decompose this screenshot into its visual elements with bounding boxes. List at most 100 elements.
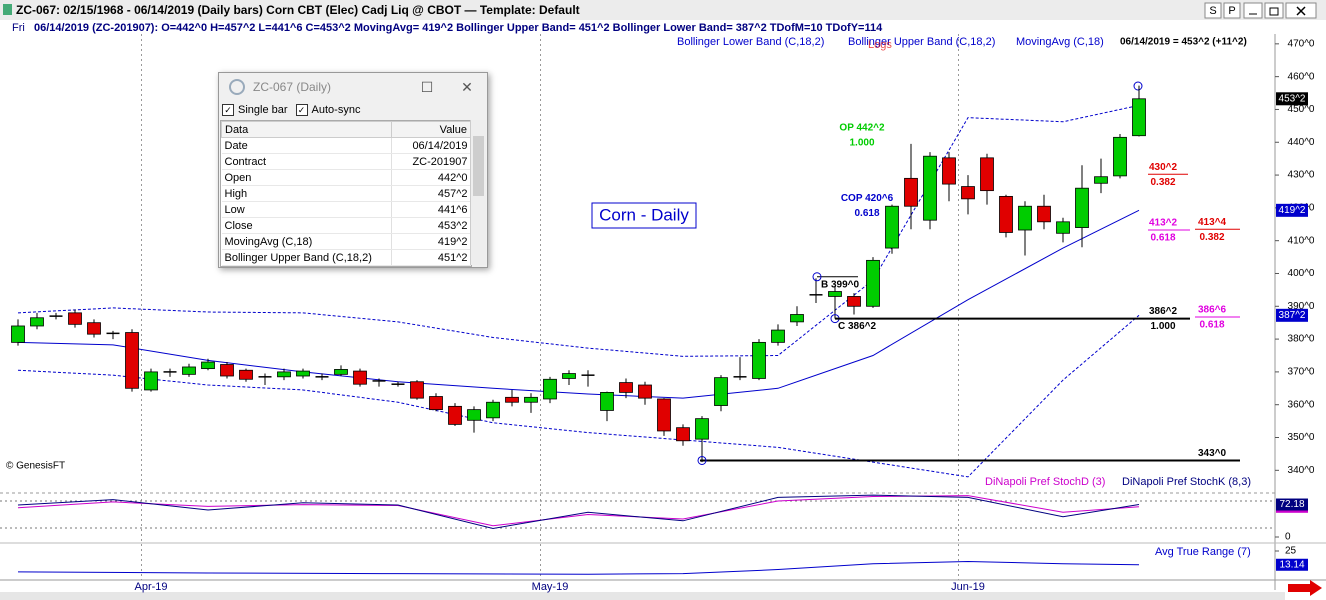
data-window-title-bar: ZC-067 (Daily) ☐ ✕ (219, 73, 487, 101)
row-label: Date (221, 137, 392, 154)
candle-body (714, 377, 728, 406)
level-label: COP 420^6 (841, 193, 894, 204)
value-tag-label: 72.18 (1279, 499, 1304, 510)
data-window[interactable]: ZC-067 (Daily) ☐ ✕ ✓ Single bar ✓ Auto-sync … (218, 72, 488, 268)
row-value: 453^2 (391, 217, 471, 234)
y-tick-label: 430^0 (1288, 170, 1315, 181)
value-tag-label: 13.14 (1279, 559, 1304, 570)
candle-body (410, 381, 424, 399)
data-row: MovingAvg (C,18) 419^2 (221, 233, 471, 250)
price-tag-label: 453^2 (1279, 93, 1306, 104)
restore-button[interactable] (1264, 2, 1284, 19)
y-tick-label: 460^0 (1288, 71, 1315, 82)
chart-title: Corn - Daily (599, 205, 689, 224)
value-tag (1276, 558, 1308, 571)
candle-body (1037, 205, 1051, 223)
checkbox[interactable]: ✓ (222, 104, 234, 116)
row-value: 442^0 (391, 169, 471, 186)
data-row: Close 453^2 (221, 217, 471, 234)
legend-entry: MovingAvg (C,18) (1016, 36, 1104, 48)
value-tag (1276, 498, 1308, 511)
candle-body (828, 291, 842, 297)
legend-entry: DiNapoli Pref StochD (3) (985, 476, 1105, 488)
scrollbar[interactable] (470, 120, 486, 265)
candle-body (980, 157, 994, 192)
candle-body (1132, 98, 1146, 137)
candle-body (353, 370, 367, 385)
candle-body (87, 322, 101, 335)
copyright: © GenesisFT (6, 461, 65, 472)
app-icon (3, 4, 12, 15)
legend-entry: Avg True Range (7) (1155, 546, 1251, 558)
row-label: MovingAvg (C,18) (221, 233, 392, 250)
y-tick-label: 340^0 (1288, 465, 1315, 476)
y-tick-label: 450^0 (1288, 104, 1315, 115)
candle-body (1018, 205, 1032, 231)
legend-entry: Bollinger Lower Band (C,18,2) (677, 36, 824, 48)
data-window-title: ZC-067 (Daily) (253, 80, 332, 94)
candle-body (695, 418, 709, 440)
data-grid: Data Value Date 06/14/2019 Contract ZC-201907… (220, 120, 472, 267)
data-row: Bollinger Upper Band (C,18,2) 451^2 (221, 249, 471, 266)
minimize-button[interactable] (1243, 2, 1263, 19)
checkbox[interactable]: ✓ (295, 104, 308, 116)
price-tag-label: 419^2 (1279, 205, 1306, 216)
candle-body (885, 205, 899, 249)
row-value: 419^2 (391, 233, 471, 250)
bar-info: 06/14/2019 (ZC-201907): O=442^0 H=457^2 … (34, 22, 883, 34)
scroll-arrow[interactable] (1288, 580, 1322, 596)
candle-body (125, 332, 139, 389)
price-tag (1276, 92, 1308, 106)
candle-body (182, 366, 196, 375)
single-bar-option[interactable]: ✓ Single bar (222, 104, 288, 116)
candle-body (1113, 136, 1127, 177)
row-label: Contract (221, 153, 392, 170)
candle-body (1075, 187, 1089, 228)
candle-body (961, 186, 975, 200)
y-tick-label: 360^0 (1288, 399, 1315, 410)
candle-body (771, 329, 785, 343)
row-value: 457^2 (391, 185, 471, 202)
candle-body (676, 427, 690, 442)
candle-body (486, 401, 500, 419)
row-value: 441^6 (391, 201, 471, 218)
p-button-label[interactable]: P (1228, 5, 1235, 17)
scrollbar[interactable] (0, 592, 1285, 600)
candle-body (923, 155, 937, 221)
s-button-label[interactable]: S (1209, 5, 1216, 17)
scroll-thumb[interactable] (473, 136, 484, 196)
data-row: Contract ZC-201907 (221, 153, 471, 170)
x-tick-label: Jun-19 (951, 581, 985, 593)
level-label: 413^2 (1149, 218, 1178, 229)
maximize-button[interactable]: ☐ (420, 78, 434, 95)
indicator-line (17, 495, 1140, 527)
row-label: Bollinger Upper Band (C,18,2) (221, 249, 392, 266)
bollinger-band (17, 104, 1140, 357)
p-button[interactable] (1223, 2, 1241, 19)
overlay-text: Logs (868, 39, 892, 51)
close-button[interactable]: ✕ (461, 78, 473, 95)
level-label: OP 442^2 (839, 123, 885, 134)
candle-body (600, 392, 614, 411)
y-tick-label: 350^0 (1288, 432, 1315, 443)
candle-body (657, 398, 671, 432)
candle-body (467, 409, 481, 421)
window-title: ZC-067: 02/15/1968 - 06/14/2019 (Daily b… (16, 3, 580, 17)
candle-body (334, 369, 348, 375)
candle-body (68, 312, 82, 325)
data-row: High 457^2 (221, 185, 471, 202)
level-ratio: 1.000 (849, 138, 874, 149)
title-bar (0, 0, 1326, 20)
level-ratio: 0.382 (1150, 177, 1175, 188)
candle-body (239, 369, 253, 380)
s-button[interactable] (1204, 2, 1222, 19)
candle-body (448, 405, 462, 425)
level-label: 343^0 (1198, 448, 1227, 459)
column-header: Data (221, 121, 392, 138)
auto-sync-option[interactable]: ✓ Auto-sync (295, 104, 360, 116)
candle-body (201, 361, 215, 370)
candle-body (524, 396, 538, 403)
options: ✓ Single bar ✓ Auto-sync (219, 101, 487, 119)
level-ratio: 0.618 (854, 208, 879, 219)
